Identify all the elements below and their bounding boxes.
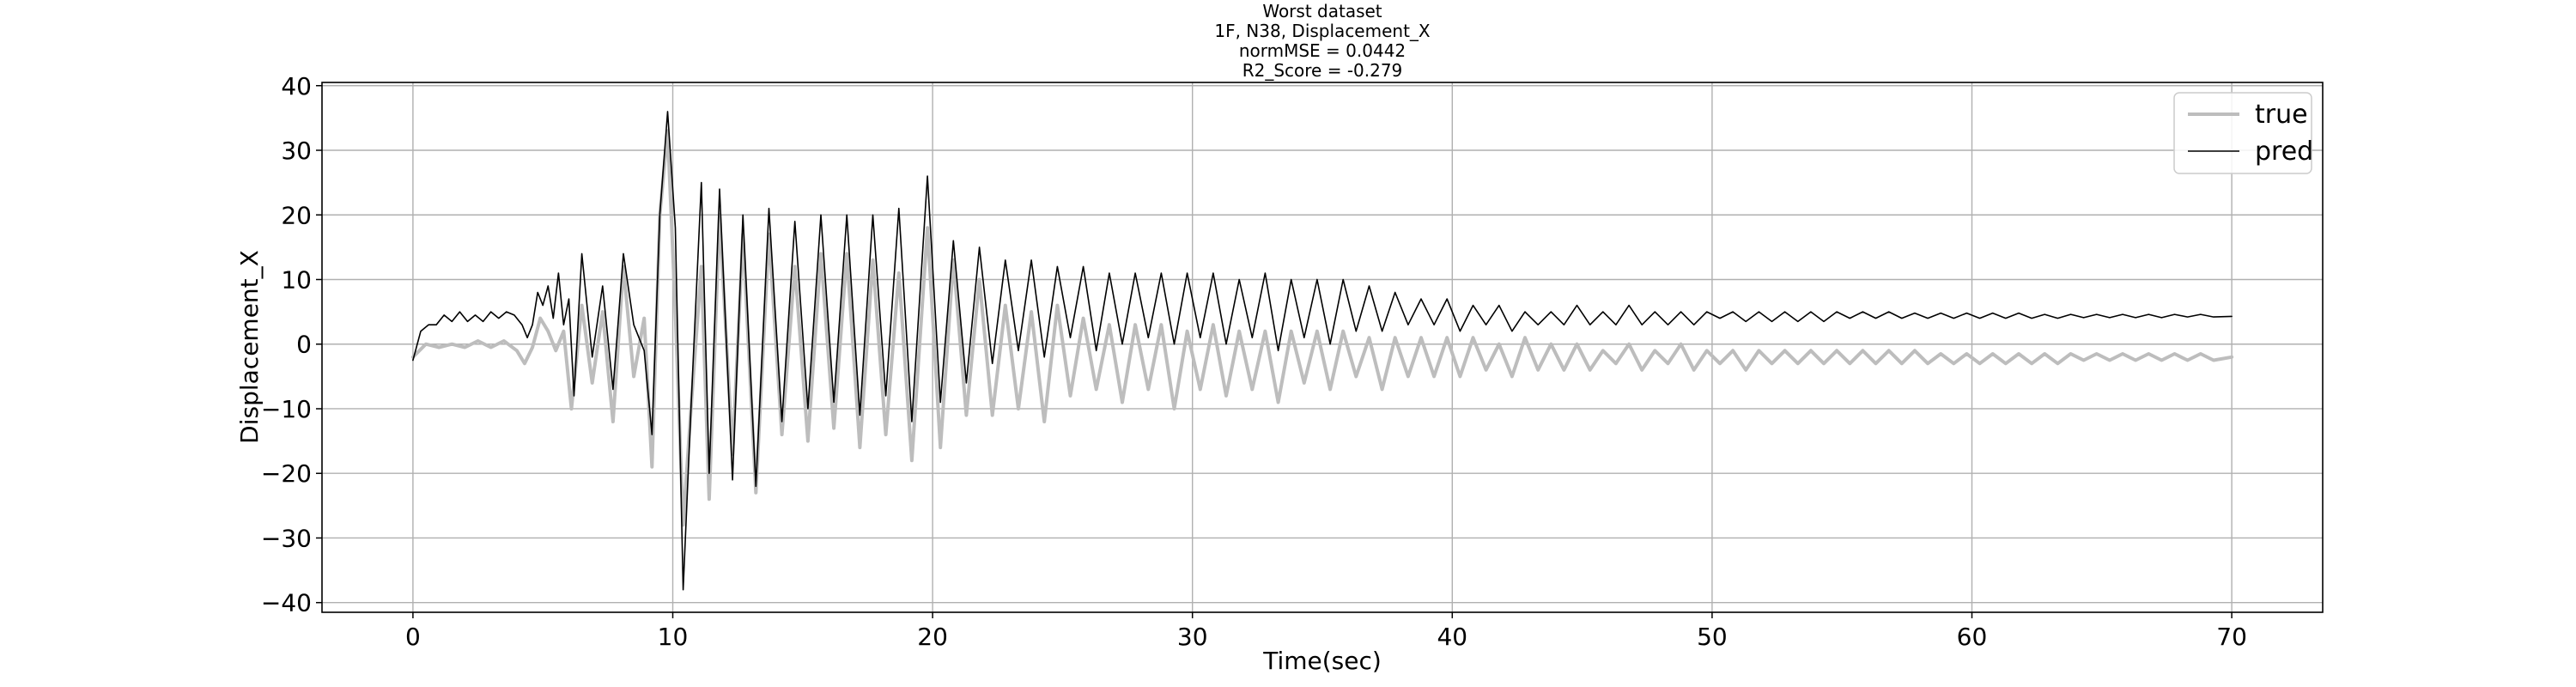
y-tick-label: −20 <box>261 459 312 488</box>
plot-series <box>410 111 2234 591</box>
legend-label-pred: pred <box>2255 137 2313 167</box>
y-tick-label: 30 <box>281 137 312 165</box>
y-tick-label: 20 <box>281 201 312 229</box>
x-tick-label: 20 <box>917 623 948 651</box>
legend-label-true: true <box>2255 100 2308 130</box>
y-axis-label: Displacement_X <box>235 250 264 444</box>
x-tick-label: 0 <box>405 623 421 651</box>
x-tick-label: 40 <box>1437 623 1467 651</box>
x-axis-ticks: 0 10 20 30 40 50 60 70 <box>405 612 2247 651</box>
series-line-true <box>410 129 2234 527</box>
x-tick-label: 30 <box>1177 623 1208 651</box>
title-line-4: R2_Score = -0.279 <box>1242 60 1403 81</box>
legend: true pred <box>2173 92 2313 174</box>
plot-frame <box>321 82 2324 613</box>
title-line-3: normMSE = 0.0442 <box>1239 40 1406 61</box>
y-tick-label: 0 <box>296 331 312 359</box>
y-tick-label: 40 <box>281 72 312 100</box>
x-axis-label: Time(sec) <box>1262 647 1382 675</box>
y-tick-label: −40 <box>261 589 312 617</box>
title-line-2: 1F, N38, Displacement_X <box>1214 21 1431 41</box>
title-line-1: Worst dataset <box>1262 1 1382 21</box>
x-tick-label: 70 <box>2216 623 2247 651</box>
x-tick-label: 60 <box>1957 623 1988 651</box>
y-tick-label: −10 <box>261 395 312 423</box>
x-tick-label: 10 <box>658 623 689 651</box>
y-tick-label: −30 <box>261 524 312 552</box>
chart-title: Worst dataset 1F, N38, Displacement_X no… <box>1214 1 1431 81</box>
y-tick-label: 10 <box>281 265 312 294</box>
x-tick-label: 50 <box>1697 623 1728 651</box>
series-line-pred <box>412 111 2233 591</box>
y-axis-ticks: −40 −30 −20 −10 0 10 20 30 40 <box>261 72 322 617</box>
